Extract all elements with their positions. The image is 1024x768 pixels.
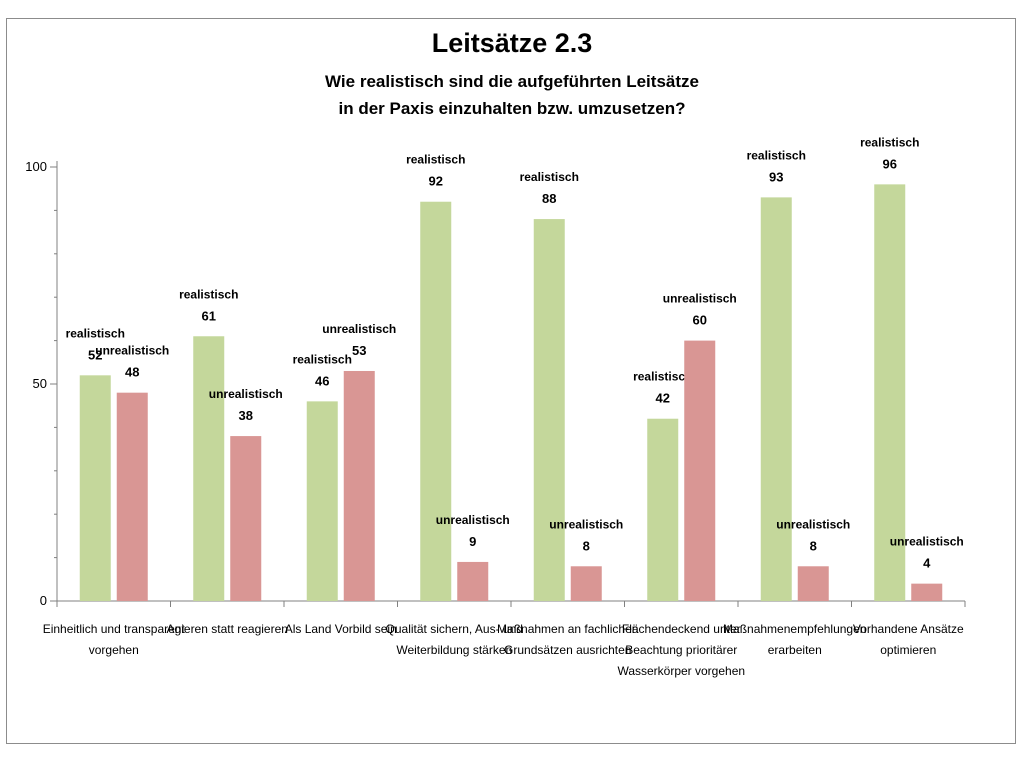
- data-label-series: realistisch: [747, 148, 806, 162]
- x-tick-label: optimieren: [880, 643, 936, 657]
- data-label-value: 8: [583, 538, 590, 553]
- data-label-value: 53: [352, 343, 366, 358]
- y-tick-label: 100: [25, 159, 47, 174]
- data-label-series: realistisch: [293, 352, 352, 366]
- bar-unrealistisch: [911, 583, 943, 601]
- data-label-series: realistisch: [179, 287, 238, 301]
- bar-realistisch: [306, 401, 338, 601]
- x-tick-label: Beachtung prioritärer: [625, 643, 737, 657]
- data-label-series: unrealistisch: [95, 344, 169, 358]
- data-label-value: 92: [429, 174, 443, 189]
- data-label-series: unrealistisch: [549, 517, 623, 531]
- data-label-value: 9: [469, 534, 476, 549]
- x-tick-label: Einheitlich und transparent: [43, 622, 186, 636]
- bar-unrealistisch: [797, 566, 829, 601]
- bar-realistisch: [420, 201, 452, 601]
- data-label-value: 42: [656, 391, 670, 406]
- bar-realistisch: [79, 375, 111, 601]
- bar-unrealistisch: [570, 566, 602, 601]
- bar-unrealistisch: [116, 392, 148, 601]
- subtitle-line-1: Wie realistisch sind die aufgeführten Le…: [325, 72, 699, 91]
- data-label-series: unrealistisch: [436, 513, 510, 527]
- bar-unrealistisch: [457, 561, 489, 601]
- chart-title: Leitsätze 2.3: [431, 28, 593, 58]
- y-tick-label: 50: [33, 376, 47, 391]
- x-tick-label: erarbeiten: [768, 643, 822, 657]
- data-label-series: unrealistisch: [776, 517, 850, 531]
- x-tick-label: Grundsätzen ausrichten: [504, 643, 631, 657]
- data-label-value: 88: [542, 191, 556, 206]
- x-tick-label: vorgehen: [89, 643, 139, 657]
- data-label-series: realistisch: [520, 170, 579, 184]
- data-label-value: 93: [769, 169, 783, 184]
- data-label-series: unrealistisch: [322, 322, 396, 336]
- bar-realistisch: [533, 219, 565, 601]
- x-tick-label: Wasserkörper vorgehen: [617, 664, 745, 678]
- data-label-value: 4: [923, 556, 931, 571]
- data-label-series: realistisch: [633, 370, 692, 384]
- data-label-value: 38: [239, 408, 253, 423]
- data-label-series: unrealistisch: [663, 292, 737, 306]
- data-label-value: 8: [810, 538, 817, 553]
- bar-realistisch: [760, 197, 792, 601]
- chart-frame: [6, 18, 1016, 744]
- bar-unrealistisch: [684, 340, 716, 601]
- data-label-series: realistisch: [66, 326, 125, 340]
- data-label-series: unrealistisch: [209, 387, 283, 401]
- data-label-value: 96: [883, 156, 897, 171]
- data-label-value: 60: [693, 313, 707, 328]
- data-label-value: 48: [125, 365, 139, 380]
- x-tick-label: Flächendeckend unter: [622, 622, 741, 636]
- subtitle-line-2: in der Paxis einzuhalten bzw. umzusetzen…: [338, 99, 686, 118]
- x-tick-label: Maßnahmen an fachlichen: [497, 622, 638, 636]
- bar-realistisch: [874, 184, 906, 602]
- bar-realistisch: [647, 418, 679, 601]
- y-tick-label: 0: [40, 593, 47, 608]
- data-label-value: 52: [88, 347, 102, 362]
- data-label-value: 61: [202, 308, 216, 323]
- data-label-series: unrealistisch: [890, 535, 964, 549]
- x-tick-label: Maßnahmenempfehlungen: [723, 622, 866, 636]
- x-tick-label: Als Land Vorbild sein: [285, 622, 397, 636]
- bar-unrealistisch: [230, 436, 262, 601]
- chart-subtitle: Wie realistisch sind die aufgeführten Le…: [0, 68, 1024, 122]
- bar-unrealistisch: [343, 370, 375, 601]
- x-tick-label: Vorhandene Ansätze: [853, 622, 964, 636]
- data-label-value: 46: [315, 373, 329, 388]
- data-label-series: realistisch: [406, 153, 465, 167]
- bar-realistisch: [193, 336, 225, 601]
- x-tick-label: Agieren statt reagieren: [167, 622, 288, 636]
- data-label-series: realistisch: [860, 135, 919, 149]
- x-tick-label: Qualität sichern, Aus- und: [386, 622, 523, 636]
- x-tick-label: Weiterbildung stärken: [396, 643, 512, 657]
